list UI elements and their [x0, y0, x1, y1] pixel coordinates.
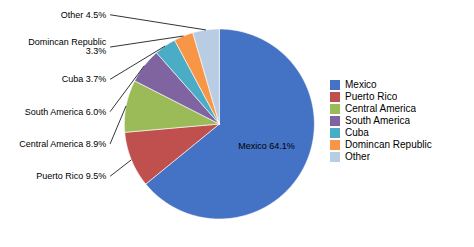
svg-text:Other 4.5%: Other 4.5%	[61, 10, 107, 20]
svg-text:Cuba 3.7%: Cuba 3.7%	[62, 74, 107, 84]
html-text:South America: South America	[345, 115, 410, 126]
html-text:Domincan Republic: Domincan Republic	[345, 139, 432, 150]
svg-text:Domincan Republic3.3%: Domincan Republic3.3%	[28, 37, 107, 56]
svg-text:Central America 8.9%: Central America 8.9%	[19, 139, 106, 149]
html-text:Puerto Rico: Puerto Rico	[345, 91, 398, 102]
svg-text:Mexico 64.1%: Mexico 64.1%	[238, 141, 295, 151]
html-text:Other: Other	[345, 151, 370, 162]
svg-text:South America 6.0%: South America 6.0%	[25, 107, 107, 117]
html-text:Mexico: Mexico	[345, 79, 377, 90]
html-text:Cuba: Cuba	[345, 127, 369, 138]
svg-text:Puerto Rico 9.5%: Puerto Rico 9.5%	[36, 171, 106, 181]
html-text:Central America: Central America	[345, 103, 417, 114]
